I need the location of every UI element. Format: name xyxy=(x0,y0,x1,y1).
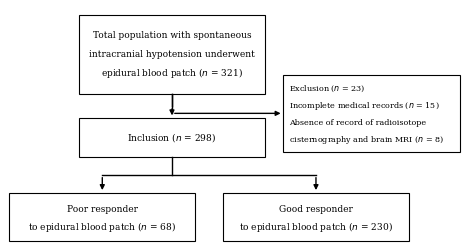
Text: epidural blood patch ($n$ = 321): epidural blood patch ($n$ = 321) xyxy=(101,66,243,80)
Text: to epidural blood patch ($n$ = 68): to epidural blood patch ($n$ = 68) xyxy=(28,220,176,234)
FancyBboxPatch shape xyxy=(79,15,265,94)
FancyBboxPatch shape xyxy=(223,193,409,241)
Text: Exclusion ($n$ = 23): Exclusion ($n$ = 23) xyxy=(289,83,365,94)
Text: Poor responder: Poor responder xyxy=(67,205,138,214)
FancyBboxPatch shape xyxy=(283,75,460,152)
FancyBboxPatch shape xyxy=(79,118,265,157)
Text: Inclusion ($n$ = 298): Inclusion ($n$ = 298) xyxy=(128,131,217,144)
Text: Incomplete medical records ($n$ = 15): Incomplete medical records ($n$ = 15) xyxy=(289,100,440,112)
Text: to epidural blood patch ($n$ = 230): to epidural blood patch ($n$ = 230) xyxy=(239,220,393,234)
Text: Total population with spontaneous: Total population with spontaneous xyxy=(92,31,251,40)
Text: cisternography and brain MRI ($n$ = 8): cisternography and brain MRI ($n$ = 8) xyxy=(289,134,444,146)
Text: intracranial hypotension underwent: intracranial hypotension underwent xyxy=(89,50,255,59)
FancyBboxPatch shape xyxy=(9,193,195,241)
Text: Good responder: Good responder xyxy=(279,205,353,214)
Text: Absence of record of radioisotope: Absence of record of radioisotope xyxy=(289,119,426,127)
